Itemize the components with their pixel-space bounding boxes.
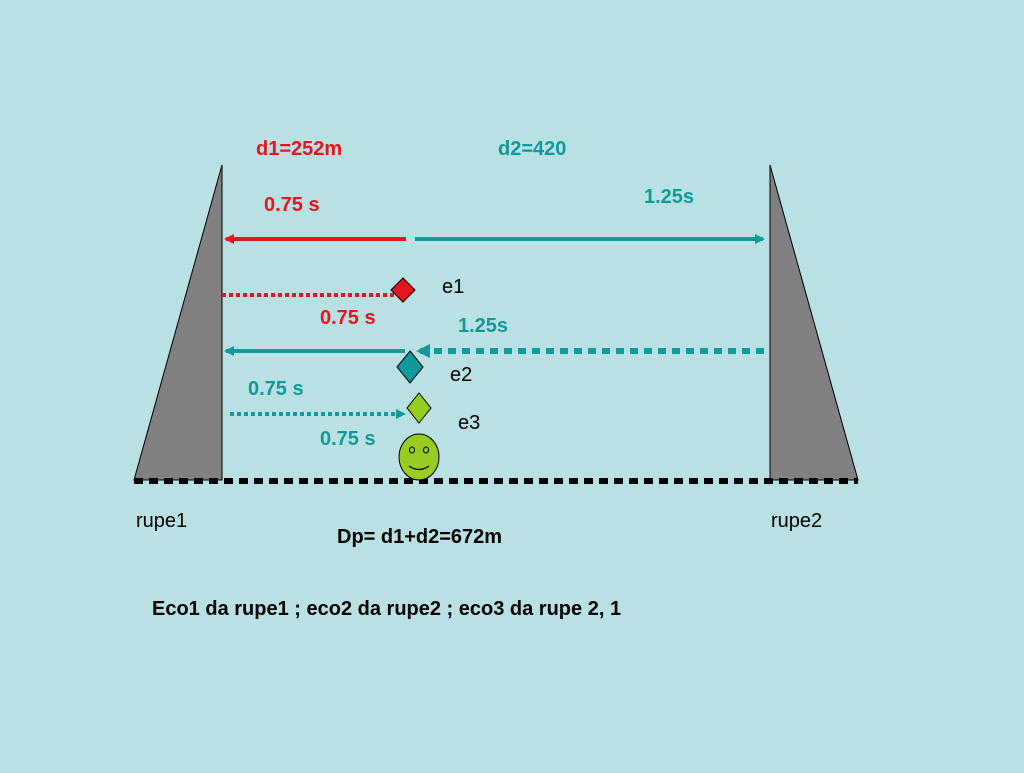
label-e3: e3 [458, 412, 480, 434]
teal-diamond-icon [396, 350, 424, 384]
label-time-d2: 1.25s [644, 186, 694, 208]
label-d2: d2=420 [498, 138, 566, 160]
label-e2-return-time: 1.25s [458, 315, 508, 337]
label-cliff2: rupe2 [771, 510, 822, 532]
label-e3-time-b: 0.75 s [320, 428, 376, 450]
caption: Eco1 da rupe1 ; eco2 da rupe2 ; eco3 da … [152, 598, 621, 620]
label-cliff1: rupe1 [136, 510, 187, 532]
green-diamond-icon [406, 392, 432, 424]
label-e1-time: 0.75 s [320, 307, 376, 329]
label-e2: e2 [450, 364, 472, 386]
label-e3-time-a: 0.75 s [248, 378, 304, 400]
red-diamond-icon [390, 277, 416, 303]
label-total-distance: Dp= d1+d2=672m [337, 526, 502, 548]
label-d1: d1=252m [256, 138, 342, 160]
cliff-right [769, 164, 859, 481]
label-e1: e1 [442, 276, 464, 298]
smiley-face-icon [398, 433, 440, 481]
label-time-d1: 0.75 s [264, 194, 320, 216]
cliff-left [133, 164, 223, 481]
